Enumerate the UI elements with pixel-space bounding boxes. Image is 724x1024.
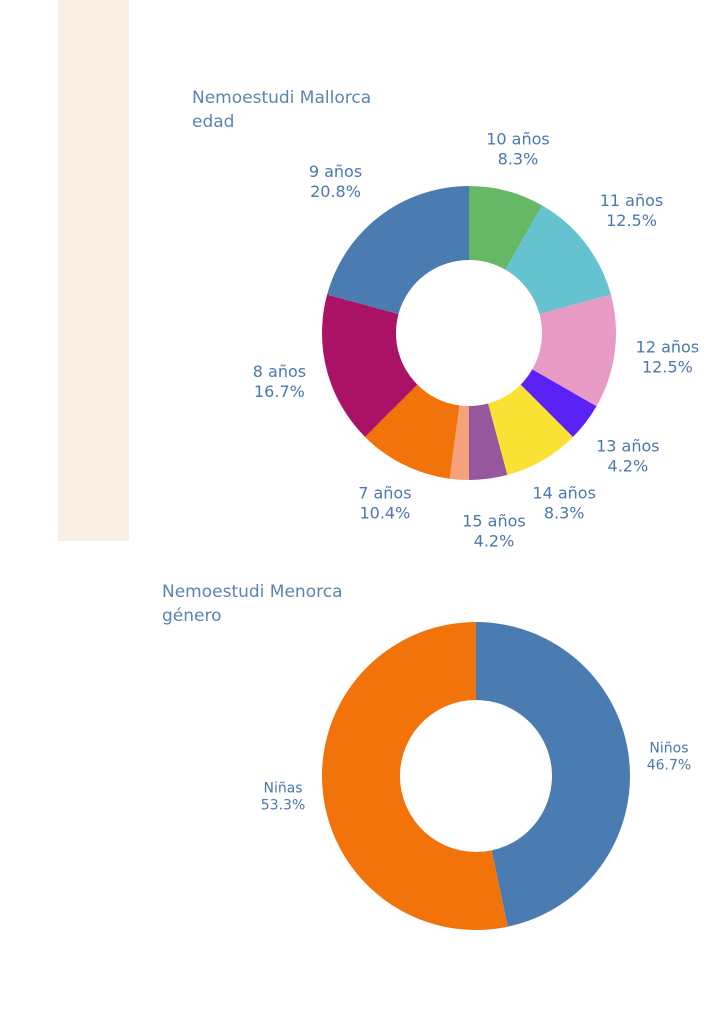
donut-slice-14-años: [488, 384, 573, 475]
donut-slice-niñas: [322, 622, 508, 930]
donut-slice-8-años: [321, 294, 418, 437]
chart-title-mallorca: Nemoestudi Mallorca edad: [192, 86, 371, 134]
slice-percent-label: 8.3%: [498, 149, 539, 168]
slice-category-label: 9 años: [309, 162, 362, 181]
slice-percent-label: 10.4%: [359, 503, 410, 522]
slice-percent-label: 20.8%: [310, 182, 361, 201]
slice-category-label: Niños: [649, 740, 688, 756]
chart-subtitle-text: género: [162, 606, 222, 626]
donut-slice-7-años: [365, 384, 460, 479]
chart-title-menorca: Nemoestudi Menorca género: [162, 580, 343, 628]
slice-percent-label: 53.3%: [261, 798, 305, 814]
slice-category-label: 7 años: [358, 483, 411, 502]
slice-category-label: 11 años: [600, 191, 664, 210]
chart-title-text: Nemoestudi Mallorca: [192, 88, 372, 108]
slice-percent-label: 12.5%: [606, 211, 657, 230]
donut-slice-9-años: [327, 186, 469, 314]
slice-category-label: 14 años: [532, 483, 596, 502]
slice-category-label: 8 años: [253, 362, 306, 381]
donut-slice-11-años: [505, 205, 611, 314]
slice-category-label: 13 años: [596, 437, 660, 456]
chart-subtitle-text: edad: [192, 112, 235, 132]
donut-slice-12-años: [532, 294, 616, 407]
slice-percent-label: 16.7%: [254, 382, 305, 401]
decorative-side-band: [58, 0, 129, 541]
donut-slice-15-años: [469, 403, 508, 480]
slice-percent-label: 12.5%: [642, 357, 693, 376]
slice-percent-label: 8.3%: [544, 503, 585, 522]
slice-category-label: 15 años: [462, 511, 526, 530]
slice-percent-label: 4.2%: [474, 531, 515, 550]
slice-category-label: 12 años: [636, 337, 700, 356]
donut-slice-unlabeled: [449, 405, 469, 480]
slice-category-label: 10 años: [486, 129, 550, 148]
donut-slice-niños: [476, 622, 630, 927]
chart-title-text: Nemoestudi Menorca: [162, 582, 343, 602]
donut-slice-10-años: [469, 186, 543, 270]
slice-category-label: Niñas: [263, 781, 302, 797]
slice-percent-label: 4.2%: [608, 457, 649, 476]
slice-percent-label: 46.7%: [647, 757, 691, 773]
donut-slice-13-años: [520, 369, 597, 437]
